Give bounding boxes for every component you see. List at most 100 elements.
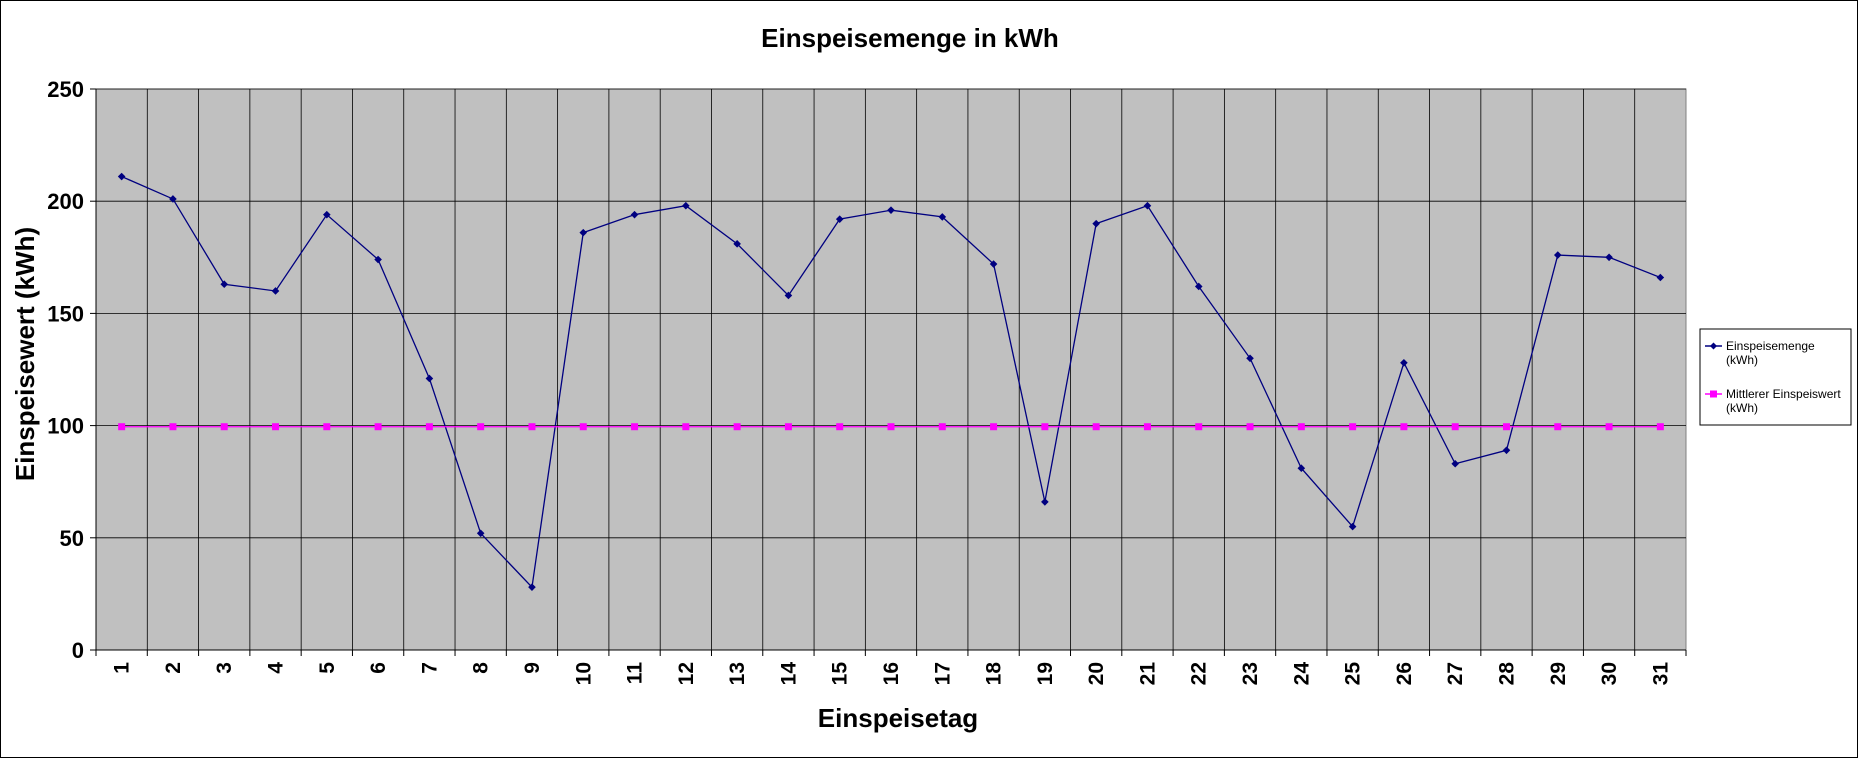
y-tick-label: 150 (47, 301, 84, 326)
series-einspeisemenge (117, 172, 1665, 591)
data-point-square (579, 423, 587, 431)
data-point-diamond (1297, 464, 1306, 473)
legend-label-mittlerer-line2: (kWh) (1726, 401, 1758, 415)
y-tick-label: 50 (60, 526, 84, 551)
data-point-square (631, 423, 639, 431)
legend-label-einspeisemenge-line1: Einspeisemenge (1726, 339, 1815, 353)
legend: Einspeisemenge (kWh) Mittlerer Einspeisw… (1699, 328, 1852, 426)
series-mittlerer-einspeiswert (118, 423, 1664, 431)
vertical-gridlines (146, 89, 1636, 650)
data-point-square (1400, 423, 1408, 431)
data-point-square (477, 423, 485, 431)
y-axis-ticks: 0 50 100 150 200 250 (47, 77, 96, 663)
legend-item-einspeisemenge: Einspeisemenge (kWh) (1705, 339, 1815, 367)
data-point-diamond (220, 280, 229, 289)
y-tick-label: 250 (47, 77, 84, 102)
legend-label-mittlerer-line1: Mittlerer Einspeiswert (1726, 387, 1841, 401)
data-point-square (990, 423, 998, 431)
horizontal-gridlines (96, 88, 1686, 539)
data-point-square (887, 423, 895, 431)
x-tick-label: 19 (1034, 662, 1057, 685)
data-point-diamond (1041, 498, 1049, 506)
x-tick-label: 1 (111, 662, 134, 674)
data-point-diamond (323, 210, 331, 219)
data-point-diamond (528, 583, 536, 591)
legend-marker-square (1710, 390, 1717, 398)
data-point-diamond (630, 210, 639, 219)
x-axis-ticks: 1 2 3 4 5 6 7 8 9 10 11 12 13 14 15 16 17 18 19 20 21 22 23 24 2… (95, 650, 1687, 686)
data-point-diamond (835, 215, 844, 223)
series-layer (117, 172, 1665, 591)
data-point-square (784, 423, 792, 431)
data-point-diamond (1348, 522, 1357, 531)
x-tick-label: 21 (1136, 662, 1159, 686)
x-tick-label: 15 (829, 662, 852, 686)
data-point-diamond (425, 374, 434, 383)
x-tick-label: 8 (470, 662, 493, 674)
data-point-square (836, 423, 844, 431)
data-point-square (1092, 423, 1100, 431)
data-point-square (1297, 423, 1305, 431)
data-point-diamond (271, 287, 280, 295)
y-tick-label: 200 (47, 189, 84, 214)
x-tick-label: 3 (213, 662, 236, 674)
x-tick-label: 20 (1085, 662, 1108, 685)
legend-box (1699, 328, 1852, 426)
data-point-diamond (1502, 446, 1511, 455)
x-tick-label: 12 (675, 662, 698, 685)
data-point-square (169, 423, 177, 431)
data-point-diamond (1605, 253, 1613, 262)
x-tick-label: 28 (1495, 662, 1518, 686)
data-point-diamond (579, 228, 588, 237)
data-point-diamond (733, 240, 741, 248)
x-tick-label: 25 (1342, 662, 1365, 686)
chart-title: Einspeisemenge in kWh (761, 23, 1059, 53)
x-tick-label: 11 (624, 662, 647, 685)
data-point-diamond (117, 172, 126, 181)
data-point-diamond (989, 260, 998, 268)
data-point-square (272, 423, 280, 431)
x-tick-label: 18 (983, 662, 1006, 686)
data-point-square (1656, 423, 1664, 431)
data-point-square (1246, 423, 1254, 431)
data-point-square (938, 423, 946, 431)
data-point-square (323, 423, 331, 431)
plot-area (95, 88, 1687, 651)
data-point-square (1349, 423, 1357, 431)
data-point-diamond (169, 195, 177, 203)
data-point-diamond (1451, 459, 1459, 468)
data-point-diamond (1400, 358, 1408, 367)
data-point-diamond (887, 206, 895, 214)
data-point-square (1502, 423, 1510, 431)
data-point-diamond (1553, 251, 1562, 259)
x-tick-label: 31 (1649, 662, 1672, 686)
data-point-square (220, 423, 228, 431)
data-point-square (1041, 423, 1049, 431)
x-tick-label: 27 (1444, 662, 1467, 685)
data-point-diamond (1092, 219, 1100, 228)
data-point-diamond (1246, 354, 1254, 363)
x-tick-label: 16 (880, 662, 903, 685)
x-tick-label: 23 (1239, 662, 1262, 685)
legend-item-mittlerer: Mittlerer Einspeiswert (kWh) (1705, 387, 1841, 415)
data-point-diamond (374, 255, 382, 264)
data-point-diamond (1143, 201, 1152, 210)
data-point-square (425, 423, 433, 431)
data-point-square (1605, 423, 1613, 431)
x-tick-label: 6 (367, 662, 390, 674)
y-tick-label: 100 (47, 414, 84, 439)
legend-label-einspeisemenge-line2: (kWh) (1726, 353, 1758, 367)
data-point-diamond (682, 201, 690, 210)
data-point-diamond (1656, 273, 1665, 282)
legend-marker-diamond (1710, 342, 1717, 350)
x-tick-label: 29 (1547, 662, 1570, 685)
data-point-diamond (784, 291, 793, 300)
x-tick-label: 14 (777, 662, 800, 686)
x-tick-label: 9 (521, 662, 544, 674)
data-point-square (1143, 423, 1151, 431)
x-tick-label: 24 (1290, 662, 1313, 686)
x-tick-label: 4 (265, 662, 288, 674)
data-point-square (528, 423, 536, 431)
